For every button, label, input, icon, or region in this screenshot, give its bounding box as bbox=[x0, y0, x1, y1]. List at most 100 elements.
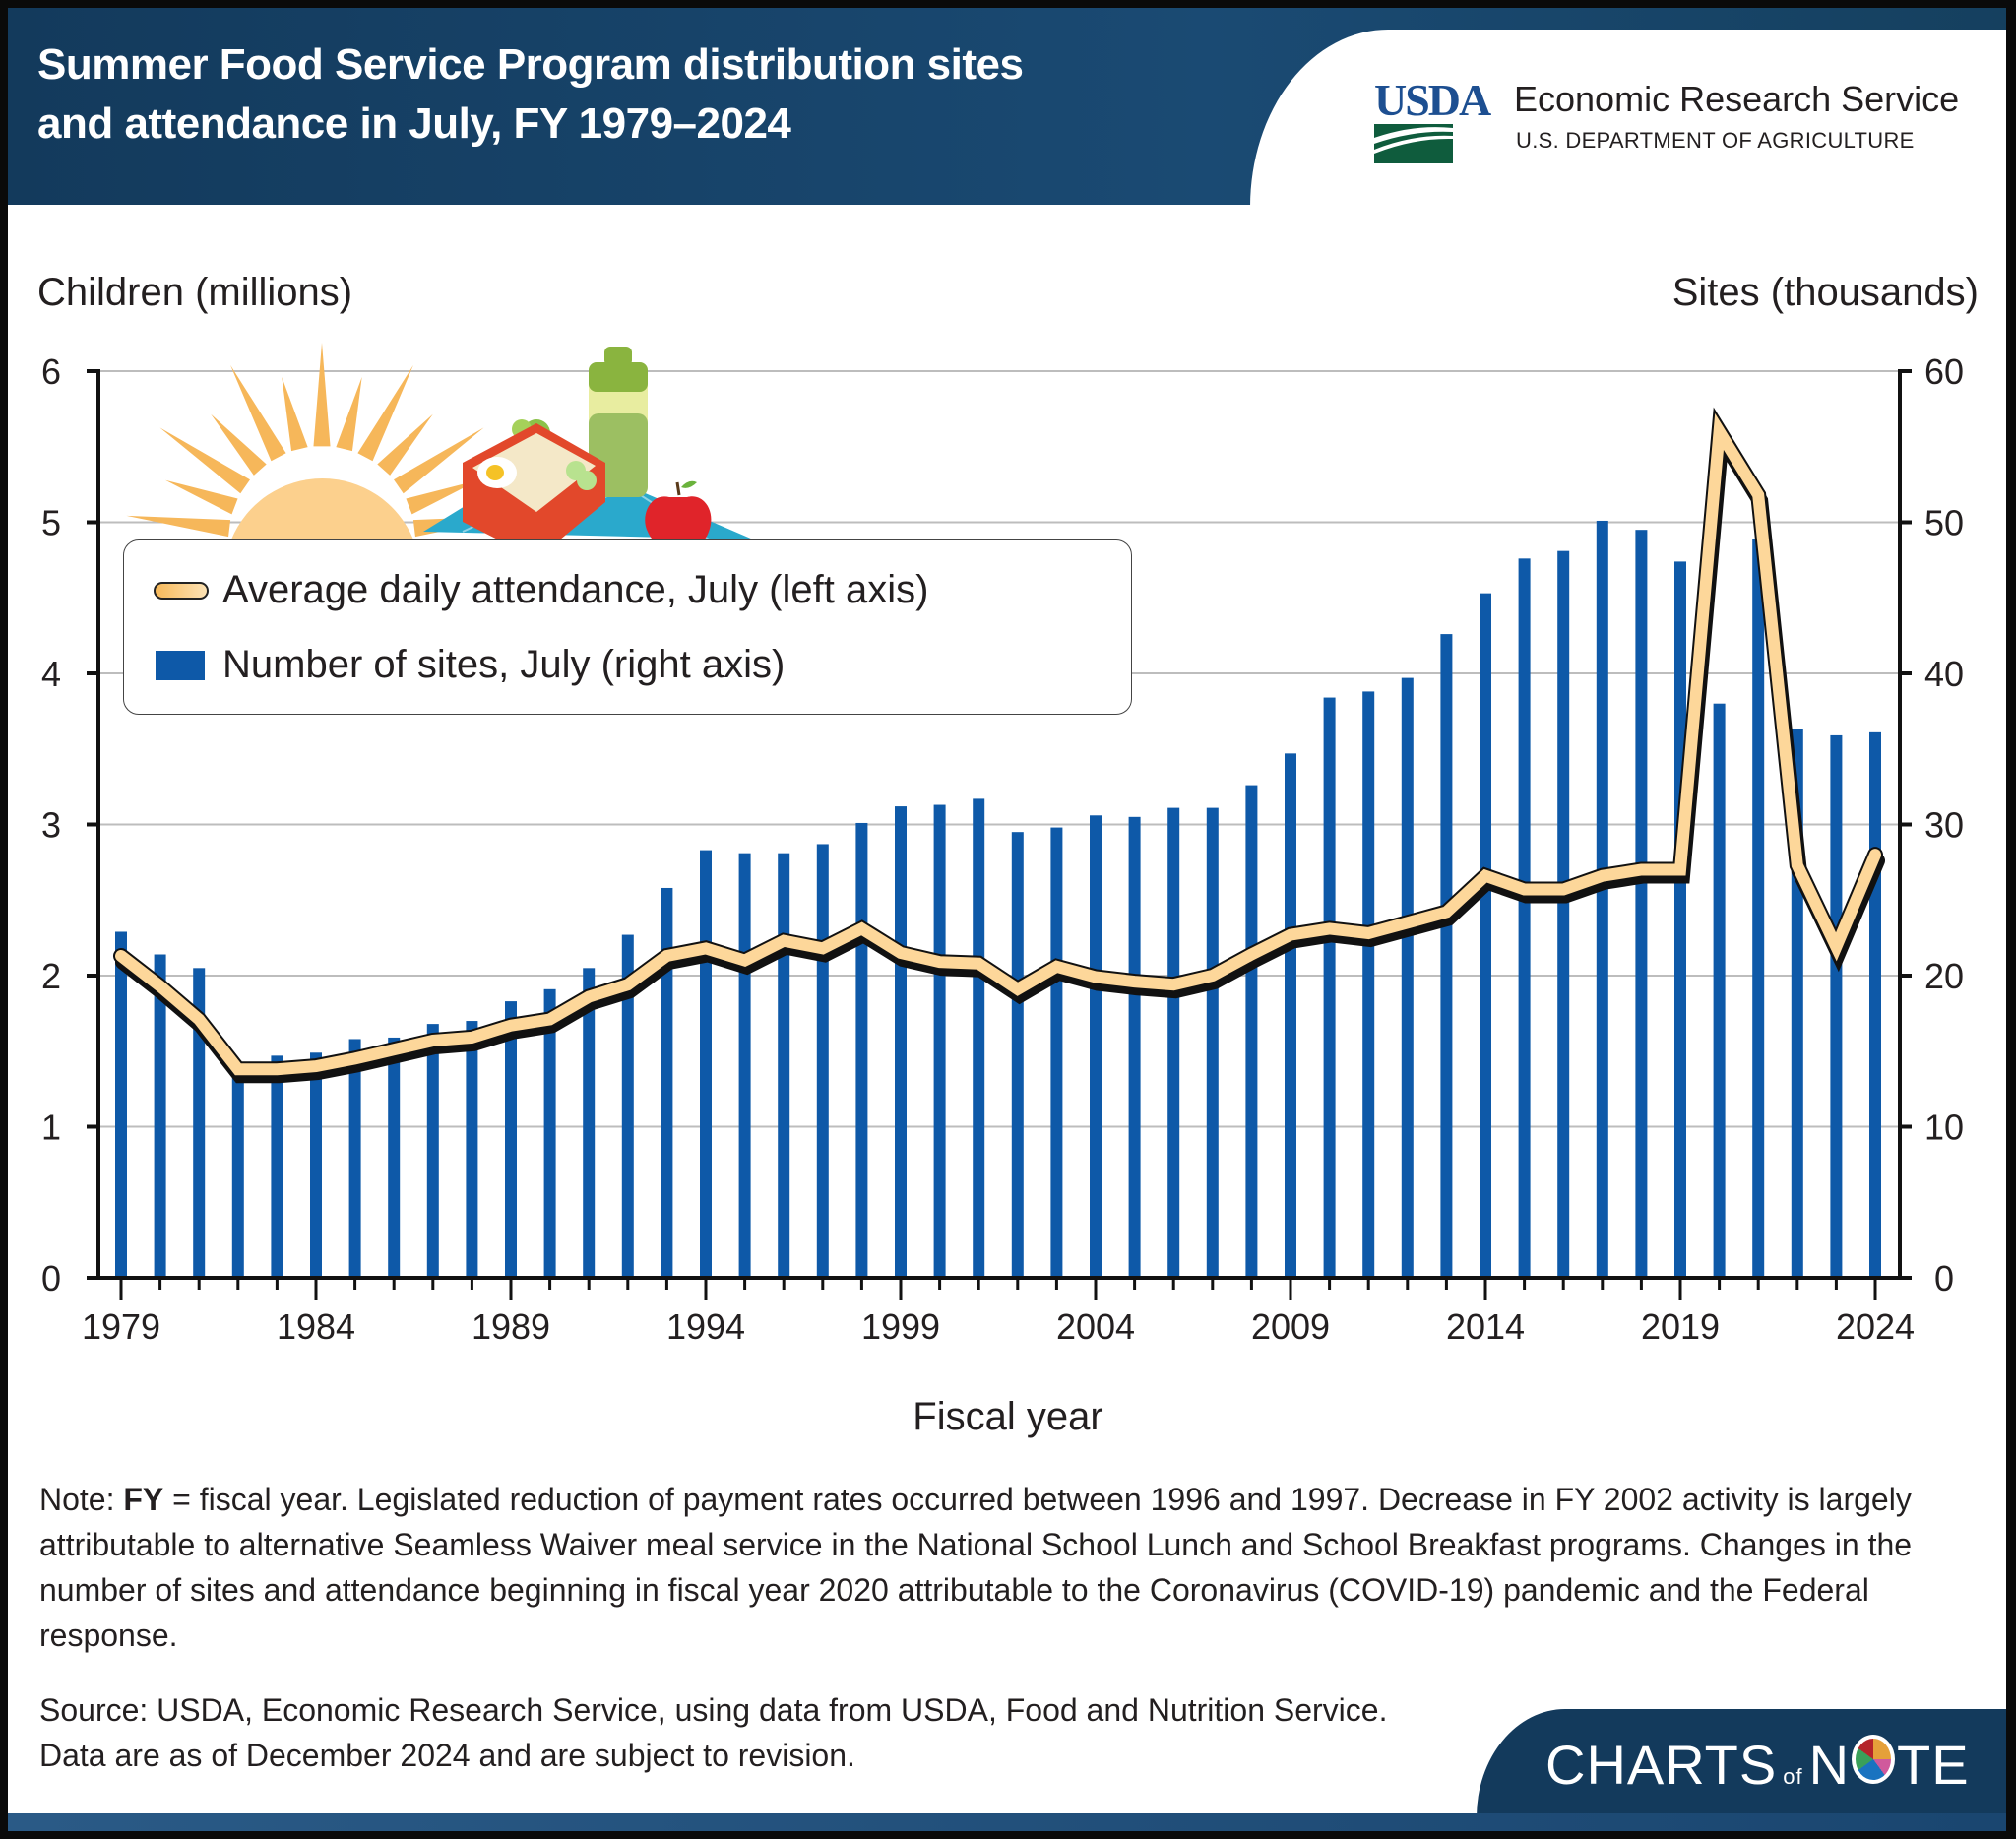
left-tick-label: 1 bbox=[41, 1108, 61, 1148]
brand-te: TE bbox=[1897, 1734, 1970, 1796]
brand-n: N bbox=[1808, 1734, 1851, 1796]
bar-sites-1988 bbox=[466, 1021, 478, 1278]
sun-ray bbox=[313, 343, 331, 447]
bar-sites-2004 bbox=[1090, 815, 1102, 1278]
left-tick-label: 2 bbox=[41, 956, 61, 996]
bar-sites-2016 bbox=[1557, 550, 1570, 1278]
bar-sites-2000 bbox=[933, 804, 946, 1278]
bar-sites-2012 bbox=[1401, 677, 1414, 1278]
frame-border bbox=[2006, 0, 2016, 1839]
usda-field-stripes-icon bbox=[1374, 127, 1453, 154]
bar-sites-1991 bbox=[583, 968, 596, 1278]
x-tick-label-2009: 2009 bbox=[1251, 1306, 1330, 1347]
left-axis-title: Children (millions) bbox=[37, 271, 352, 314]
chart-title: Summer Food Service Program distribution… bbox=[37, 35, 1268, 154]
note-bold: FY bbox=[123, 1482, 164, 1517]
sun-ray bbox=[282, 376, 308, 452]
x-tick-label-1989: 1989 bbox=[472, 1306, 550, 1347]
legend-line-swatch bbox=[154, 581, 209, 600]
sun-ray bbox=[159, 427, 250, 494]
right-tick-label: 10 bbox=[1924, 1108, 1964, 1148]
legend-bar-swatch bbox=[156, 650, 205, 680]
sun-ray bbox=[165, 479, 238, 515]
note-prefix: Note: bbox=[39, 1482, 124, 1517]
left-tick-label: 5 bbox=[41, 503, 61, 543]
title-line-1: Summer Food Service Program distribution… bbox=[37, 40, 1024, 89]
title-line-2: and attendance in July, FY 1979–2024 bbox=[37, 99, 791, 148]
legend-label: Number of sites, July (right axis) bbox=[222, 643, 786, 686]
charts-of-note-logo: CHARTS of N TE bbox=[1545, 1733, 1970, 1797]
bar-sites-1985 bbox=[348, 1039, 361, 1278]
bar-sites-2020 bbox=[1713, 703, 1726, 1278]
sun-ray bbox=[211, 413, 267, 476]
bar-sites-1990 bbox=[543, 988, 556, 1278]
footnote: Note: FY = fiscal year. Legislated reduc… bbox=[39, 1477, 1969, 1658]
bar-sites-1979 bbox=[115, 931, 127, 1278]
usda-field-icon bbox=[1374, 124, 1453, 163]
x-tick-label-1979: 1979 bbox=[82, 1306, 160, 1347]
sun-ray bbox=[126, 515, 231, 538]
bar-sites-2024 bbox=[1869, 731, 1881, 1278]
bar-sites-2023 bbox=[1830, 734, 1843, 1278]
attendance-line bbox=[113, 407, 1885, 1084]
bar-sites-1989 bbox=[505, 1001, 517, 1278]
left-tick-label: 4 bbox=[41, 654, 61, 694]
bar-sites-1997 bbox=[816, 844, 829, 1278]
note-text: = fiscal year. Legislated reduction of p… bbox=[39, 1482, 1913, 1653]
right-tick-label: 20 bbox=[1924, 956, 1964, 996]
bar-sites-2009 bbox=[1285, 753, 1296, 1278]
x-tick-label-1984: 1984 bbox=[277, 1306, 355, 1347]
bar-sites-1993 bbox=[661, 887, 673, 1278]
sun-ray bbox=[406, 479, 478, 515]
bar-sites-1983 bbox=[271, 1055, 284, 1278]
bar-sites-2003 bbox=[1050, 827, 1063, 1278]
left-tick-label: 6 bbox=[41, 351, 61, 392]
bar-sites-2019 bbox=[1674, 561, 1686, 1278]
legend-item-sites: Number of sites, July (right axis) bbox=[154, 643, 785, 687]
bar-sites-2001 bbox=[973, 798, 985, 1278]
agency-name: Economic Research Service bbox=[1514, 79, 1960, 119]
right-tick-label: 40 bbox=[1924, 654, 1964, 694]
sun-ray bbox=[394, 427, 484, 494]
apple-icon bbox=[645, 480, 712, 547]
x-tick-label-2004: 2004 bbox=[1056, 1306, 1135, 1347]
bar-sites-2002 bbox=[1011, 832, 1024, 1278]
bar-sites-1999 bbox=[895, 806, 907, 1278]
bottom-band bbox=[8, 1813, 2006, 1831]
bar-sites-1986 bbox=[388, 1037, 401, 1278]
bar-sites-2010 bbox=[1323, 697, 1336, 1278]
sun-ray bbox=[377, 413, 433, 476]
bar-sites-1992 bbox=[621, 934, 634, 1278]
left-tick-label: 3 bbox=[41, 805, 61, 846]
bar-sites-1980 bbox=[154, 954, 166, 1278]
lunchbox-icon bbox=[463, 419, 605, 559]
bar-sites-2013 bbox=[1440, 634, 1453, 1278]
bar-sites-1984 bbox=[310, 1052, 322, 1278]
gridlines bbox=[98, 370, 1900, 1128]
sun-ray bbox=[357, 364, 413, 462]
bar-sites-2008 bbox=[1245, 785, 1258, 1278]
frame-border bbox=[0, 1831, 2016, 1839]
bar-sites-2011 bbox=[1362, 691, 1375, 1278]
charts-of-note-panel bbox=[1477, 1709, 2008, 1817]
sun-ray bbox=[230, 364, 286, 462]
bar-sites-2007 bbox=[1206, 807, 1219, 1278]
right-tick-label: 50 bbox=[1924, 503, 1964, 543]
line-attendance bbox=[115, 412, 1881, 1076]
usda-logo: USDA bbox=[1374, 78, 1491, 163]
legend-label: Average daily attendance, July (left axi… bbox=[222, 568, 929, 611]
right-axis-title: Sites (thousands) bbox=[1672, 271, 1979, 314]
brand-of: of bbox=[1783, 1764, 1803, 1789]
frame-border bbox=[0, 0, 8, 1839]
legend-item-attendance: Average daily attendance, July (left axi… bbox=[154, 568, 928, 612]
x-axis-title: Fiscal year bbox=[913, 1395, 1102, 1438]
bar-sites-2021 bbox=[1752, 539, 1765, 1278]
bar-sites-1987 bbox=[426, 1024, 439, 1278]
sun-ray bbox=[336, 376, 362, 452]
bar-sites-1994 bbox=[700, 850, 712, 1278]
bar-sites-1995 bbox=[738, 853, 751, 1278]
bar-sites-1982 bbox=[231, 1073, 244, 1278]
